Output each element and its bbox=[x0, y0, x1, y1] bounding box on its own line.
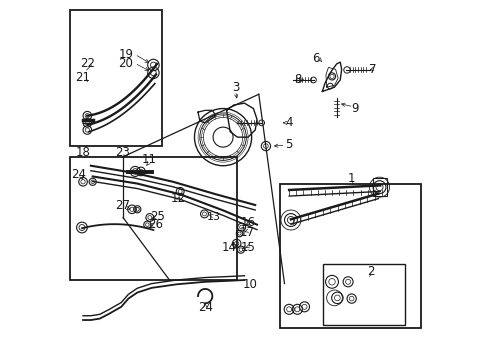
Text: 2: 2 bbox=[367, 265, 374, 278]
Text: 25: 25 bbox=[150, 210, 165, 223]
Text: 15: 15 bbox=[240, 240, 255, 254]
Text: 8: 8 bbox=[294, 73, 301, 86]
Bar bbox=[70, 157, 237, 280]
Text: 22: 22 bbox=[81, 57, 95, 71]
Text: 7: 7 bbox=[368, 63, 376, 76]
Bar bbox=[70, 10, 162, 146]
Text: 20: 20 bbox=[118, 57, 133, 70]
Text: 16: 16 bbox=[240, 216, 255, 229]
Text: 11: 11 bbox=[141, 153, 156, 166]
Bar bbox=[280, 184, 421, 328]
Text: 1: 1 bbox=[347, 172, 355, 185]
Text: 19: 19 bbox=[118, 48, 133, 61]
Text: 12: 12 bbox=[171, 192, 185, 205]
Text: 3: 3 bbox=[231, 81, 239, 94]
Text: 5: 5 bbox=[285, 139, 292, 152]
Text: 10: 10 bbox=[242, 278, 257, 291]
Text: 21: 21 bbox=[75, 71, 90, 84]
Text: 6: 6 bbox=[311, 52, 319, 65]
Bar bbox=[323, 264, 405, 325]
Text: 23: 23 bbox=[115, 146, 130, 159]
Text: 27: 27 bbox=[115, 199, 130, 212]
Text: 17: 17 bbox=[239, 226, 254, 239]
Text: 14: 14 bbox=[222, 241, 237, 255]
Text: 24: 24 bbox=[197, 301, 212, 314]
Text: 9: 9 bbox=[351, 102, 358, 115]
Text: 4: 4 bbox=[285, 116, 292, 129]
Text: 24: 24 bbox=[71, 168, 86, 181]
Bar bbox=[372, 178, 386, 196]
Text: 26: 26 bbox=[147, 218, 163, 231]
Text: 18: 18 bbox=[76, 146, 90, 159]
Text: 13: 13 bbox=[207, 212, 221, 222]
